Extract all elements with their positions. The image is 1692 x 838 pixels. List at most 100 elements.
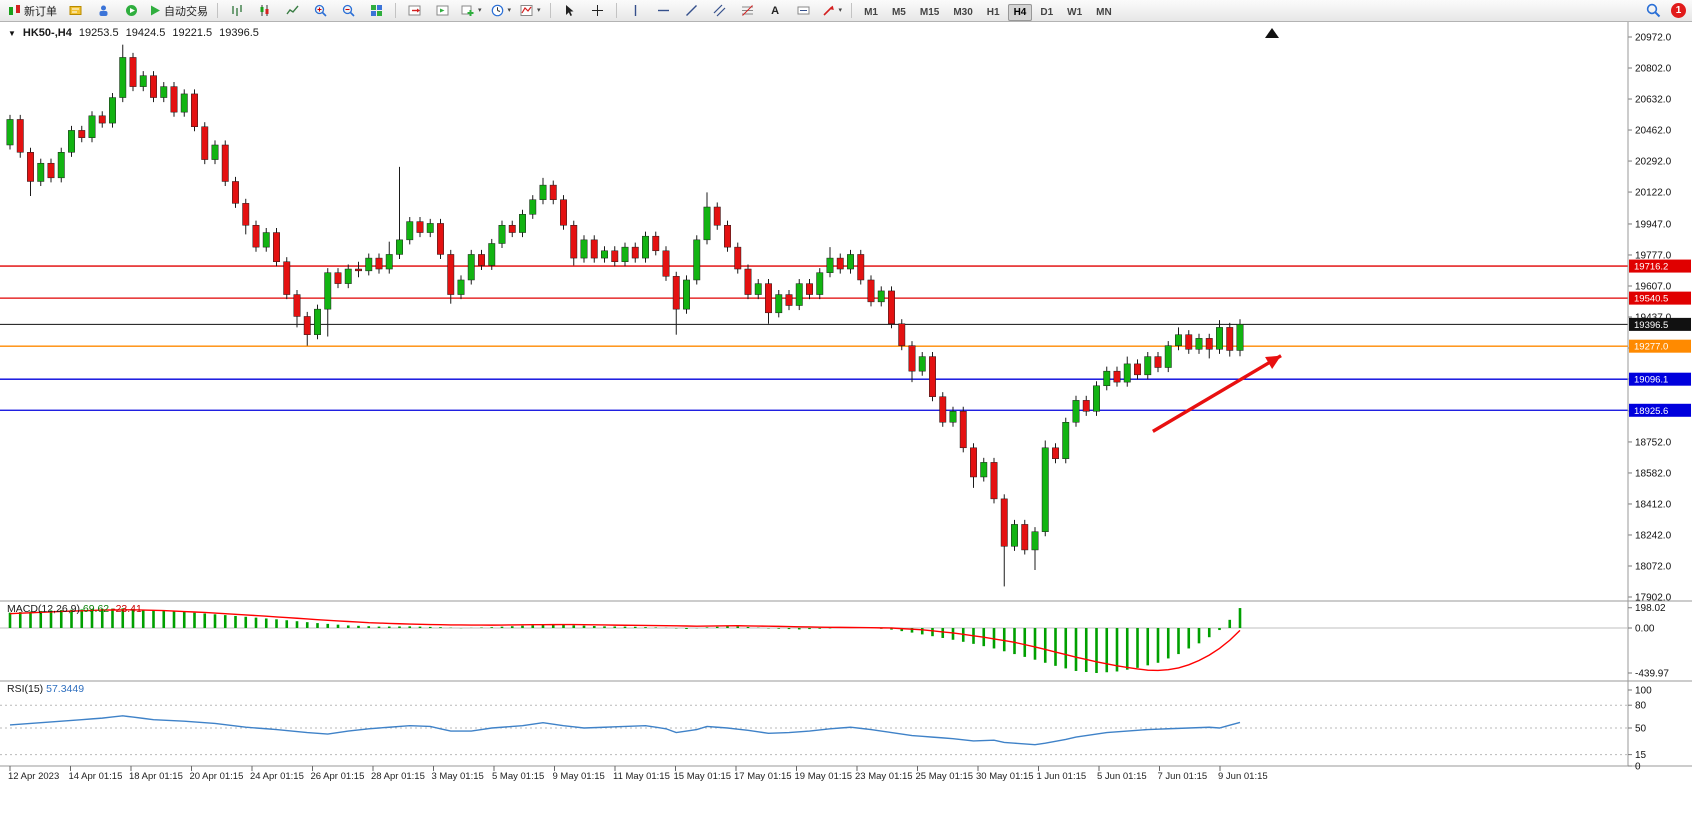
candle — [98, 111, 106, 128]
line-chart-button[interactable] — [279, 0, 306, 21]
candle — [160, 82, 168, 103]
candle-body — [1216, 327, 1223, 350]
candle-body — [1052, 447, 1059, 459]
timeframe-button-m30[interactable]: M30 — [953, 6, 973, 18]
tile-windows-button[interactable] — [363, 0, 390, 21]
candle-body — [57, 152, 65, 179]
crosshair-button[interactable] — [584, 0, 611, 21]
candle — [1031, 527, 1039, 571]
signals-button[interactable] — [118, 0, 145, 21]
candle — [744, 264, 752, 300]
candle — [119, 44, 127, 103]
new-order-label: 新订单 — [24, 5, 57, 18]
price-axis-label: 20972.0 — [1635, 33, 1672, 44]
candle — [6, 114, 14, 150]
candlestick-chart-button[interactable] — [251, 0, 278, 21]
time-axis-label: 7 Jun 01:15 — [1158, 771, 1208, 782]
arrows-caret-icon[interactable]: ▾ — [838, 7, 843, 14]
zoom-out-button[interactable] — [335, 0, 362, 21]
candle-body — [129, 57, 137, 87]
candle — [396, 166, 403, 259]
candle — [109, 93, 116, 128]
candle-body — [68, 130, 75, 153]
rsi-line — [9, 715, 1241, 746]
shift-marker-icon[interactable] — [1265, 28, 1279, 38]
auto-scroll-button[interactable] — [429, 0, 456, 21]
candle — [570, 220, 578, 266]
auto-trading-button[interactable]: 自动交易 — [146, 0, 212, 21]
periods-button[interactable]: ▾ — [487, 0, 516, 21]
vertical-line-tool-button[interactable] — [622, 0, 649, 21]
zoom-in-button[interactable] — [307, 0, 334, 21]
metaeditor-button[interactable] — [62, 0, 89, 21]
indicators-caret-icon[interactable]: ▾ — [537, 7, 541, 14]
channel-tool-button[interactable] — [706, 0, 733, 21]
timeframe-button-d1[interactable]: D1 — [1040, 6, 1054, 18]
trendline-tool-button[interactable] — [678, 0, 705, 21]
candle — [724, 220, 731, 252]
candle-body — [713, 206, 721, 226]
chart-open-value: 19253.5 — [78, 27, 119, 39]
new-order-button[interactable]: 新订单 — [4, 0, 61, 21]
fibonacci-tool-button[interactable] — [734, 0, 761, 21]
price-axis-label: 19947.0 — [1635, 219, 1672, 230]
horizontal-line-tool-button[interactable] — [650, 0, 677, 21]
candle — [867, 275, 875, 307]
candle — [406, 217, 414, 245]
time-axis-label: 23 May 01:15 — [855, 771, 913, 782]
cursor-button[interactable] — [556, 0, 583, 21]
price-chart[interactable]: 20972.0 20802.0 20632.0 20462.0 20292.0 20122… — [0, 22, 1692, 838]
candle-body — [959, 411, 967, 449]
candle — [918, 352, 926, 376]
candle-body — [396, 239, 403, 255]
text-label-tool-button[interactable] — [790, 0, 817, 21]
candle-body — [888, 290, 895, 324]
timeframe-button-m15[interactable]: M15 — [919, 6, 940, 18]
timeframe-button-m1[interactable]: M1 — [864, 6, 878, 18]
candle — [426, 218, 434, 238]
notification-badge[interactable]: 1 — [1671, 3, 1686, 18]
candle-body — [1123, 363, 1131, 383]
candle-body — [1164, 345, 1172, 368]
candle — [221, 140, 229, 187]
trend-arrow[interactable] — [1152, 354, 1282, 433]
time-axis-label: 1 Jun 01:15 — [1037, 771, 1087, 782]
price-axis-label: 18582.0 — [1635, 468, 1672, 479]
periods-caret-icon[interactable]: ▾ — [507, 7, 512, 14]
price-axis-label: 19607.0 — [1635, 281, 1672, 292]
indicators-button[interactable]: ▾ — [516, 0, 545, 21]
candle — [1134, 359, 1141, 380]
arrows-tool-button[interactable]: ▾ — [818, 0, 847, 21]
search-button[interactable] — [1640, 0, 1667, 21]
price-axis-label: 19777.0 — [1635, 250, 1672, 261]
timeframe-button-mn[interactable]: MN — [1096, 6, 1112, 18]
price-axis-label: 18242.0 — [1635, 530, 1672, 541]
candle — [539, 177, 547, 205]
toolbar-separator — [549, 3, 551, 18]
main-toolbar: 新订单 自动交易 — [0, 0, 1692, 22]
candle-body — [949, 411, 957, 423]
timeframe-button-h1[interactable]: H1 — [986, 6, 1000, 18]
candle-body — [601, 250, 608, 259]
text-tool-button[interactable]: A — [762, 0, 789, 21]
new-chart-caret-icon[interactable]: ▾ — [478, 7, 482, 14]
candle — [621, 242, 629, 267]
chart-menu-icon[interactable]: ▼ — [8, 28, 16, 38]
timeframe-button-h4[interactable]: H4 — [1007, 3, 1033, 21]
timeframe-button-w1[interactable]: W1 — [1067, 6, 1083, 18]
candle-body — [703, 206, 711, 241]
trend-arrow-head[interactable] — [1265, 355, 1281, 369]
candle — [365, 253, 373, 276]
candle — [416, 217, 424, 238]
candle-body — [847, 254, 854, 270]
timeframe-button-m5[interactable]: M5 — [891, 6, 906, 18]
market-button[interactable] — [90, 0, 117, 21]
bar-chart-button[interactable] — [223, 0, 250, 21]
candle-body — [693, 239, 701, 281]
candle — [314, 304, 321, 340]
candle-body — [314, 308, 321, 335]
chart-shift-button[interactable] — [401, 0, 428, 21]
new-chart-button[interactable]: ▾ — [457, 0, 486, 21]
candle-body — [252, 224, 260, 248]
time-axis-label: 28 Apr 01:15 — [371, 771, 425, 782]
